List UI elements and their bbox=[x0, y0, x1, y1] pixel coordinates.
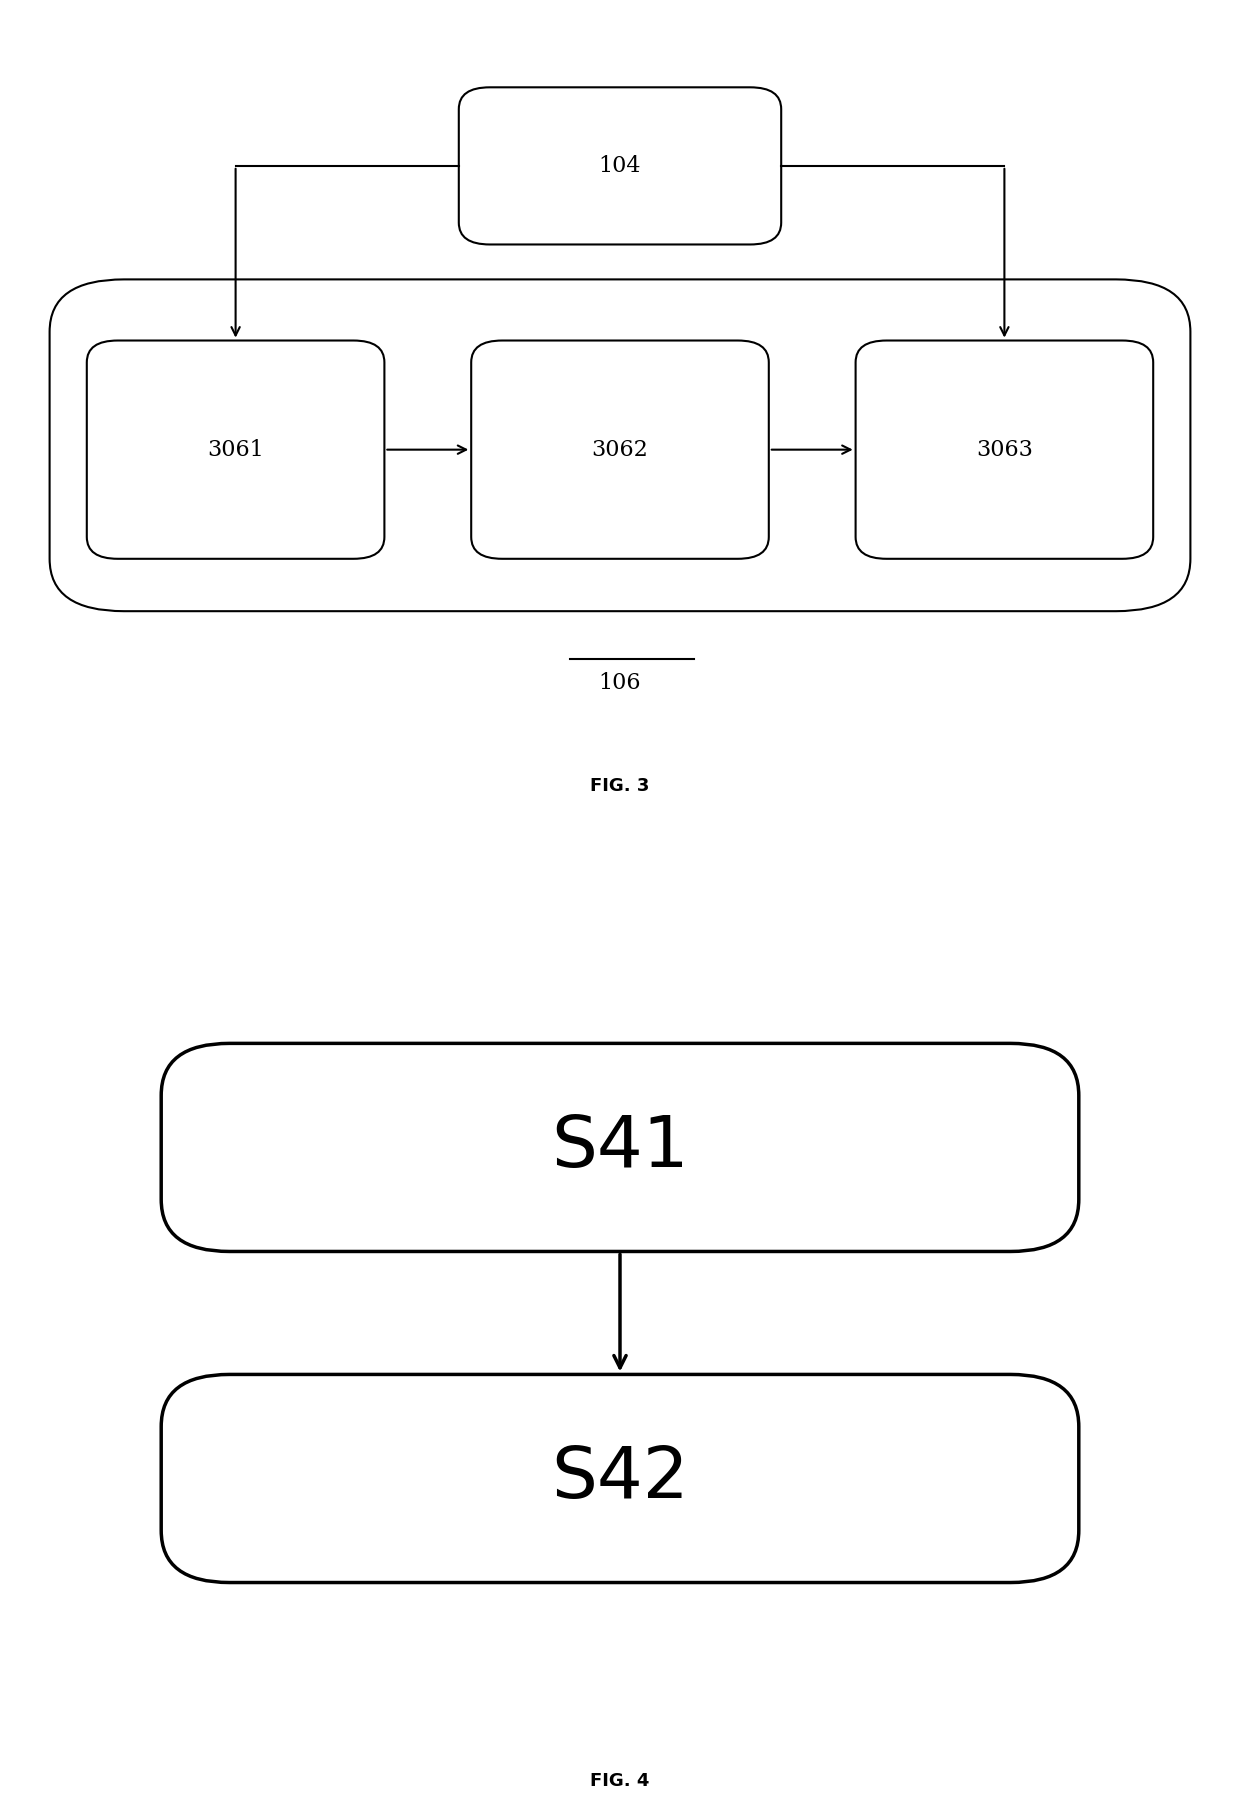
FancyBboxPatch shape bbox=[161, 1375, 1079, 1583]
Text: FIG. 3: FIG. 3 bbox=[590, 777, 650, 795]
Text: 104: 104 bbox=[599, 155, 641, 176]
Text: S41: S41 bbox=[552, 1113, 688, 1182]
FancyBboxPatch shape bbox=[161, 1044, 1079, 1251]
Text: 106: 106 bbox=[599, 673, 641, 695]
FancyBboxPatch shape bbox=[856, 340, 1153, 558]
Text: 3062: 3062 bbox=[591, 438, 649, 460]
Text: S42: S42 bbox=[551, 1444, 689, 1513]
FancyBboxPatch shape bbox=[459, 87, 781, 244]
FancyBboxPatch shape bbox=[50, 280, 1190, 611]
FancyBboxPatch shape bbox=[87, 340, 384, 558]
Text: FIG. 4: FIG. 4 bbox=[590, 1772, 650, 1790]
Text: 3063: 3063 bbox=[976, 438, 1033, 460]
FancyBboxPatch shape bbox=[471, 340, 769, 558]
Text: 3061: 3061 bbox=[207, 438, 264, 460]
